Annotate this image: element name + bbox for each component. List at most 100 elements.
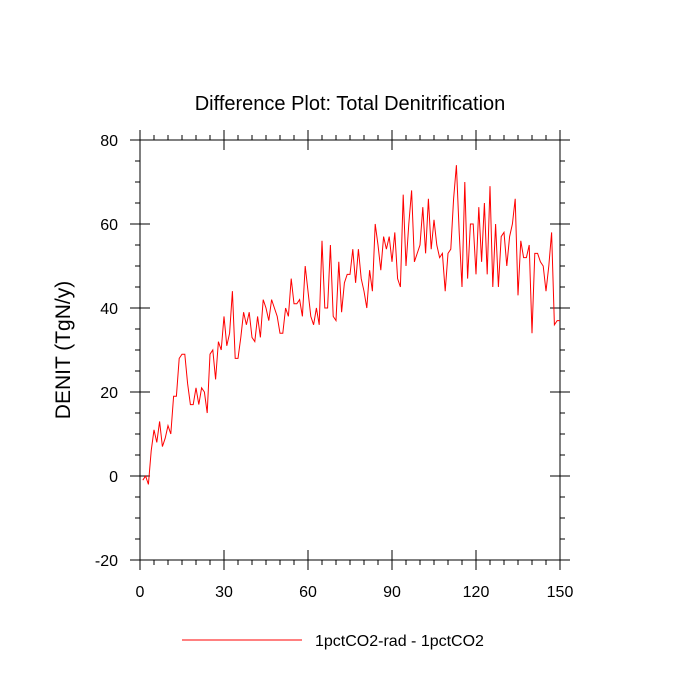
y-tick-label: -20 bbox=[95, 553, 118, 570]
x-tick-label: 150 bbox=[547, 584, 574, 601]
data-point bbox=[251, 337, 252, 338]
data-point bbox=[515, 198, 516, 199]
data-point bbox=[299, 299, 300, 300]
data-point bbox=[512, 223, 513, 224]
data-point bbox=[377, 244, 378, 245]
data-point bbox=[501, 236, 502, 237]
data-point bbox=[375, 223, 376, 224]
data-point bbox=[489, 186, 490, 187]
data-point bbox=[481, 261, 482, 262]
data-point bbox=[302, 316, 303, 317]
data-point bbox=[237, 358, 238, 359]
y-tick-label: 0 bbox=[109, 469, 118, 486]
data-point bbox=[212, 349, 213, 350]
data-point bbox=[442, 253, 443, 254]
data-points bbox=[142, 165, 560, 485]
data-point bbox=[453, 198, 454, 199]
y-tick-labels: -20 0 20 40 60 80 bbox=[95, 133, 118, 570]
data-point bbox=[517, 295, 518, 296]
data-point bbox=[215, 379, 216, 380]
data-point bbox=[559, 320, 560, 321]
data-point bbox=[184, 354, 185, 355]
data-point bbox=[478, 207, 479, 208]
data-point bbox=[170, 433, 171, 434]
data-point bbox=[313, 324, 314, 325]
data-point bbox=[498, 286, 499, 287]
data-point bbox=[173, 396, 174, 397]
data-point bbox=[263, 299, 264, 300]
data-point bbox=[274, 307, 275, 308]
data-point bbox=[268, 320, 269, 321]
data-point bbox=[529, 244, 530, 245]
data-point bbox=[470, 223, 471, 224]
data-point bbox=[176, 396, 177, 397]
data-point bbox=[543, 265, 544, 266]
data-point bbox=[246, 324, 247, 325]
data-point bbox=[352, 249, 353, 250]
data-point bbox=[229, 333, 230, 334]
data-point bbox=[338, 261, 339, 262]
plot-frame bbox=[139, 139, 561, 561]
data-point bbox=[288, 316, 289, 317]
data-point bbox=[327, 307, 328, 308]
data-point bbox=[148, 484, 149, 485]
data-point bbox=[464, 181, 465, 182]
data-point bbox=[383, 236, 384, 237]
data-point bbox=[433, 219, 434, 220]
data-point bbox=[307, 291, 308, 292]
chart-title: Difference Plot: Total Denitrification bbox=[195, 93, 506, 115]
data-point bbox=[523, 257, 524, 258]
data-point bbox=[226, 345, 227, 346]
data-point bbox=[417, 253, 418, 254]
y-axis-label: DENIT (TgN/y) bbox=[52, 281, 75, 419]
y-tick-label: 80 bbox=[100, 133, 118, 150]
data-point bbox=[459, 232, 460, 233]
data-point bbox=[548, 265, 549, 266]
data-point bbox=[257, 316, 258, 317]
data-point bbox=[445, 291, 446, 292]
data-point bbox=[487, 274, 488, 275]
data-point bbox=[403, 194, 404, 195]
data-point bbox=[260, 337, 261, 338]
data-point bbox=[221, 349, 222, 350]
legend-label: 1pctCO2-rad - 1pctCO2 bbox=[315, 633, 484, 650]
x-tick-label: 30 bbox=[215, 584, 233, 601]
data-point bbox=[271, 299, 272, 300]
data-point bbox=[344, 282, 345, 283]
data-point bbox=[397, 278, 398, 279]
data-point bbox=[305, 265, 306, 266]
data-point bbox=[411, 190, 412, 191]
data-point bbox=[254, 341, 255, 342]
data-point bbox=[372, 291, 373, 292]
data-point bbox=[545, 291, 546, 292]
data-point bbox=[394, 232, 395, 233]
data-point bbox=[187, 383, 188, 384]
data-point bbox=[341, 312, 342, 313]
data-point bbox=[473, 223, 474, 224]
data-point bbox=[291, 278, 292, 279]
data-point bbox=[419, 244, 420, 245]
data-point bbox=[235, 358, 236, 359]
data-point bbox=[467, 278, 468, 279]
data-point bbox=[428, 198, 429, 199]
data-point bbox=[422, 207, 423, 208]
data-point bbox=[503, 232, 504, 233]
data-point bbox=[431, 249, 432, 250]
data-point bbox=[484, 202, 485, 203]
data-point bbox=[265, 307, 266, 308]
data-point bbox=[386, 249, 387, 250]
data-point bbox=[181, 354, 182, 355]
series-line-1pctco2-rad-minus-1pctco2 bbox=[142, 165, 560, 485]
data-point bbox=[389, 236, 390, 237]
data-point bbox=[557, 320, 558, 321]
data-point bbox=[201, 387, 202, 388]
y-tick-label: 40 bbox=[100, 301, 118, 318]
data-point bbox=[391, 261, 392, 262]
data-point bbox=[447, 253, 448, 254]
data-point bbox=[405, 265, 406, 266]
data-point bbox=[333, 316, 334, 317]
data-point bbox=[151, 450, 152, 451]
data-point bbox=[240, 337, 241, 338]
data-point bbox=[142, 480, 143, 481]
